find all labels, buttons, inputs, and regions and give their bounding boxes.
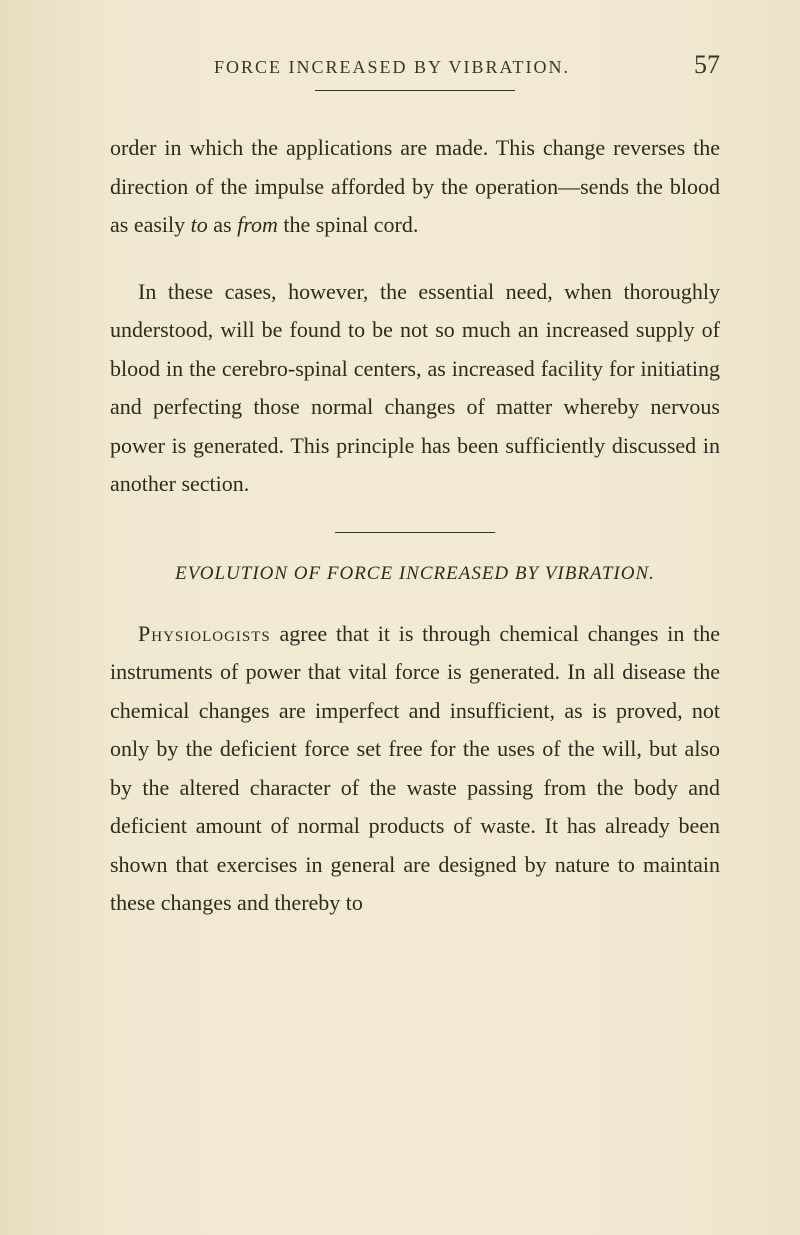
page-number: 57 [694,50,720,80]
para1-text-c: the spinal cord. [278,212,419,237]
paragraph-1: order in which the applications are made… [110,129,720,245]
para3-text: agree that it is through chemical change… [110,621,720,916]
paragraph-2: In these cases, however, the essential n… [110,273,720,504]
paragraph-3: Physiologists agree that it is through c… [110,615,720,923]
running-header: FORCE INCREASED BY VIBRATION. [110,57,674,78]
para3-smallcaps: Physiologists [138,621,271,646]
section-rule [335,532,495,533]
page-container: FORCE INCREASED BY VIBRATION. 57 order i… [0,0,800,1235]
para1-italic-from: from [237,212,278,237]
section-title: EVOLUTION OF FORCE INCREASED BY VIBRATIO… [110,563,720,585]
header-rule [315,90,515,91]
header-row: FORCE INCREASED BY VIBRATION. 57 [110,50,720,80]
para1-text-b: as [208,212,237,237]
para1-italic-to: to [191,212,208,237]
